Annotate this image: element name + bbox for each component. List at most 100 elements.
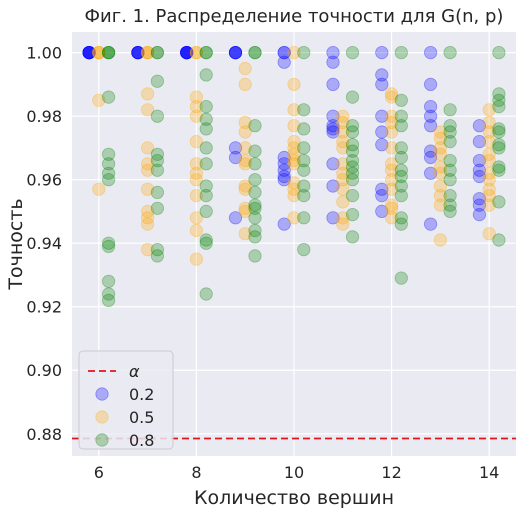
data-point-series-0.8 bbox=[394, 150, 408, 165]
data-point-series-0.2 bbox=[277, 169, 291, 184]
data-point-series-0.5 bbox=[238, 115, 252, 130]
data-point-series-0.8 bbox=[394, 119, 408, 133]
data-point-series-0.8 bbox=[150, 185, 164, 199]
data-point-series-0.5 bbox=[482, 198, 496, 212]
data-point-series-0.2 bbox=[423, 144, 438, 158]
legend-label-alpha: α bbox=[129, 362, 140, 381]
data-point-series-0.8 bbox=[394, 163, 408, 177]
data-point-series-0.8 bbox=[443, 45, 457, 60]
data-point-series-0.8 bbox=[102, 166, 116, 180]
data-point-series-0.2 bbox=[228, 211, 243, 225]
data-point-series-0.5 bbox=[287, 135, 301, 149]
data-point-series-0.5 bbox=[189, 173, 203, 187]
data-point-series-0.8 bbox=[394, 189, 408, 203]
data-point-series-0.2 bbox=[326, 109, 340, 123]
x-tick-label: 14 bbox=[479, 463, 499, 482]
data-point-series-0.8 bbox=[394, 271, 408, 285]
data-point-series-0.5 bbox=[433, 147, 447, 161]
data-point-series-0.2 bbox=[423, 100, 438, 114]
data-point-series-0.2 bbox=[375, 109, 389, 123]
y-tick-label: 0.94 bbox=[26, 234, 62, 253]
data-point-series-0.8 bbox=[150, 243, 164, 257]
data-point-series-0.8 bbox=[199, 100, 213, 114]
data-point-series-0.5 bbox=[482, 125, 496, 139]
data-point-series-0.8 bbox=[345, 160, 360, 174]
data-point-series-0.8 bbox=[492, 125, 506, 139]
x-tick-label: 10 bbox=[284, 463, 304, 482]
data-point-series-0.5 bbox=[287, 211, 301, 225]
data-point-series-0.5 bbox=[482, 115, 496, 130]
data-point-series-0.8 bbox=[394, 211, 408, 225]
data-point-series-0.8 bbox=[248, 230, 262, 244]
data-point-series-0.8 bbox=[150, 45, 164, 60]
y-tick-label: 0.88 bbox=[26, 425, 62, 444]
data-point-series-0.5 bbox=[141, 211, 155, 225]
y-tick-label: 0.90 bbox=[26, 361, 62, 380]
data-point-series-0.2 bbox=[131, 45, 145, 60]
data-point-series-0.5 bbox=[482, 182, 496, 196]
data-point-series-0.2 bbox=[180, 45, 194, 60]
data-point-series-0.8 bbox=[297, 243, 311, 257]
data-point-series-0.2 bbox=[472, 135, 486, 149]
legend-label-0.2: 0.2 bbox=[129, 385, 154, 404]
data-point-series-0.2 bbox=[423, 77, 438, 92]
legend-marker-0.8 bbox=[95, 433, 109, 447]
data-point-series-0.5 bbox=[336, 109, 350, 123]
data-point-series-0.5 bbox=[238, 141, 252, 155]
data-point-series-0.8 bbox=[443, 163, 457, 177]
data-point-series-0.2 bbox=[375, 138, 389, 152]
data-point-series-0.8 bbox=[248, 201, 262, 215]
data-point-series-0.8 bbox=[394, 45, 408, 60]
data-point-series-0.2 bbox=[326, 55, 340, 69]
data-point-series-0.8 bbox=[345, 125, 360, 139]
data-point-series-0.8 bbox=[492, 100, 506, 114]
data-point-series-0.2 bbox=[375, 68, 389, 82]
data-point-series-0.5 bbox=[141, 141, 155, 155]
data-point-series-0.2 bbox=[131, 45, 145, 60]
data-point-series-0.8 bbox=[102, 157, 116, 171]
data-point-series-0.8 bbox=[345, 119, 360, 133]
data-point-series-0.2 bbox=[131, 45, 145, 60]
data-point-series-0.2 bbox=[423, 109, 438, 123]
legend-marker-0.2 bbox=[95, 387, 109, 401]
data-point-series-0.5 bbox=[287, 147, 301, 161]
data-point-series-0.5 bbox=[141, 45, 155, 60]
data-point-series-0.8 bbox=[102, 45, 116, 60]
data-point-series-0.5 bbox=[287, 77, 301, 92]
data-point-series-0.8 bbox=[199, 45, 213, 60]
data-point-series-0.2 bbox=[228, 45, 243, 60]
x-tick-label: 8 bbox=[191, 463, 201, 482]
data-point-series-0.5 bbox=[384, 201, 399, 215]
data-point-series-0.5 bbox=[384, 109, 399, 123]
data-point-series-0.5 bbox=[141, 243, 155, 257]
data-point-series-0.8 bbox=[248, 144, 262, 158]
data-point-series-0.2 bbox=[326, 122, 340, 136]
data-point-series-0.2 bbox=[375, 182, 389, 196]
data-point-series-0.5 bbox=[433, 198, 447, 212]
data-point-series-0.8 bbox=[102, 45, 116, 60]
data-point-series-0.8 bbox=[248, 119, 262, 133]
data-point-series-0.5 bbox=[189, 252, 203, 266]
data-point-series-0.8 bbox=[297, 154, 311, 168]
data-point-series-0.5 bbox=[141, 157, 155, 171]
data-point-series-0.5 bbox=[92, 93, 106, 107]
data-point-series-0.2 bbox=[326, 211, 340, 225]
data-point-series-0.8 bbox=[345, 189, 360, 203]
data-point-series-0.8 bbox=[199, 112, 213, 126]
data-point-series-0.8 bbox=[394, 141, 408, 155]
data-point-series-0.5 bbox=[336, 195, 350, 209]
data-point-series-0.5 bbox=[384, 157, 399, 171]
data-point-series-0.2 bbox=[277, 55, 291, 69]
data-point-series-0.5 bbox=[336, 173, 350, 187]
data-point-series-0.2 bbox=[180, 45, 194, 60]
data-point-series-0.8 bbox=[345, 166, 360, 180]
data-point-series-0.5 bbox=[384, 87, 399, 101]
legend: α 0.2 0.5 0.8 bbox=[78, 350, 174, 450]
data-point-series-0.5 bbox=[238, 77, 252, 92]
data-point-series-0.5 bbox=[92, 45, 106, 60]
data-point-series-0.8 bbox=[492, 233, 506, 247]
data-point-series-0.5 bbox=[384, 115, 399, 130]
data-point-series-0.8 bbox=[150, 154, 164, 168]
data-point-series-0.8 bbox=[297, 189, 311, 203]
